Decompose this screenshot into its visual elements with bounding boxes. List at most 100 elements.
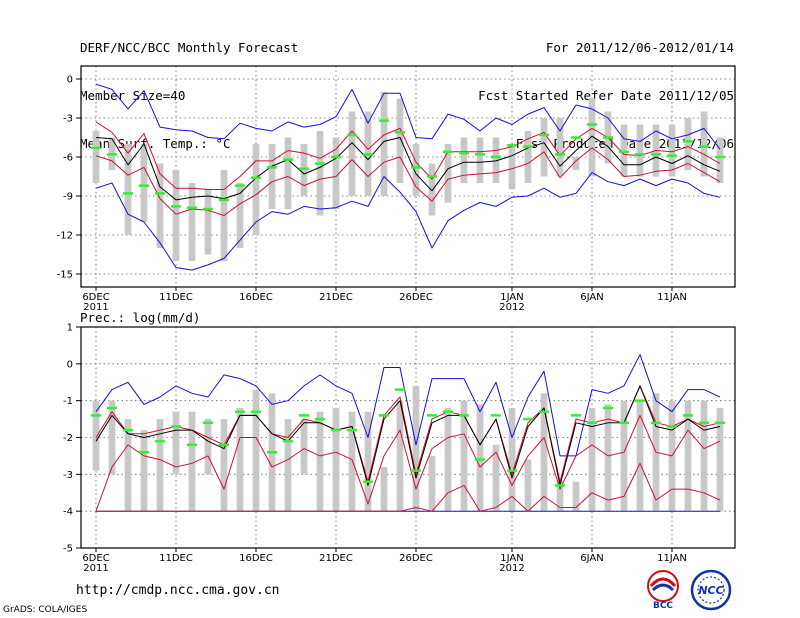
bcc-logo: BCC — [647, 570, 679, 611]
y-tick-label: 1 — [67, 323, 73, 334]
x-tick-label: 26DEC — [399, 292, 433, 303]
x-tick-label: 26DEC — [399, 553, 433, 564]
ncc-logo: NCC — [690, 569, 732, 611]
ensemble-mean-line — [95, 385, 721, 486]
ncc-logo-text: NCC — [698, 584, 723, 597]
x-tick-label-year: 2012 — [499, 302, 524, 313]
ensemble-box — [188, 183, 196, 261]
x-tick-label: 6DEC — [82, 292, 109, 303]
ensemble-box — [476, 137, 484, 183]
ensemble-box — [348, 111, 356, 196]
spread-upper-line — [95, 121, 721, 190]
ensemble-box — [220, 419, 228, 512]
ensemble-box — [380, 466, 388, 512]
y-tick-label: -3 — [63, 114, 73, 125]
ensemble-box — [348, 411, 356, 512]
ensemble-box — [444, 408, 452, 512]
ensemble-box — [332, 408, 340, 512]
fcst-started-date: Fcst Started Refer Date 2011/12/05 — [478, 88, 734, 103]
ensemble-box — [492, 137, 500, 183]
grads-credit: GrADS: COLA/IGES — [3, 605, 88, 615]
ensemble-box — [396, 400, 404, 512]
ensemble-box — [716, 408, 724, 512]
x-tick-label: 6JAN — [580, 292, 603, 303]
ensemble-box — [396, 98, 404, 183]
y-tick-label: -12 — [57, 231, 73, 242]
x-tick-label: 11DEC — [159, 292, 193, 303]
ensemble-box — [604, 404, 612, 512]
spread-bottom-line — [96, 462, 721, 512]
x-tick-label: 11JAN — [657, 553, 687, 564]
envelope-upper-line — [95, 83, 721, 150]
y-tick-label: -9 — [63, 192, 73, 203]
ensemble-box — [636, 124, 644, 177]
ensemble-box — [428, 455, 436, 512]
ensemble-box — [204, 189, 212, 255]
forecast-period: For 2011/12/06-2012/01/14 — [545, 40, 734, 55]
x-tick-label-year: 2011 — [83, 302, 108, 313]
y-tick-label: 0 — [67, 75, 73, 86]
ensemble-box — [572, 481, 580, 512]
ensemble-box — [172, 411, 180, 475]
y-tick-label: -6 — [63, 153, 73, 164]
ensemble-box — [300, 144, 308, 196]
y-tick-label: -15 — [57, 270, 73, 281]
x-tick-label-year: 2012 — [499, 563, 524, 574]
ensemble-box — [204, 419, 212, 475]
ensemble-box — [540, 118, 548, 177]
y-tick-label: 0 — [67, 359, 73, 370]
y-tick-label: -3 — [63, 470, 73, 481]
ensemble-box — [364, 411, 372, 512]
ensemble-box — [508, 144, 516, 190]
ensemble-box — [92, 400, 100, 471]
ensemble-box — [236, 408, 244, 512]
ensemble-box — [252, 144, 260, 235]
ensemble-box — [316, 131, 324, 216]
ensemble-box — [716, 137, 724, 183]
spread-lower-line — [95, 147, 721, 216]
x-tick-label: 1JAN — [500, 292, 523, 303]
ensemble-box — [460, 137, 468, 183]
ensemble-box — [332, 137, 340, 209]
y-tick-label: -4 — [63, 507, 73, 518]
ensemble-box — [684, 400, 692, 512]
precip-panel-title: Prec.: log(mm/d) — [80, 310, 200, 325]
ensemble-box — [684, 118, 692, 170]
ensemble-box — [236, 183, 244, 248]
ensemble-box — [156, 163, 164, 248]
ensemble-box — [252, 389, 260, 512]
ensemble-box — [444, 144, 452, 203]
ensemble-box — [492, 444, 500, 512]
ensemble-box — [588, 98, 596, 177]
ensemble-mean-line — [95, 135, 721, 201]
ensemble-box — [156, 419, 164, 512]
ensemble-box — [572, 157, 580, 170]
x-tick-label: 16DEC — [239, 553, 273, 564]
ensemble-box — [124, 144, 132, 235]
ensemble-box — [268, 144, 276, 209]
ensemble-box — [556, 118, 564, 177]
ensemble-box — [476, 404, 484, 512]
plot-frame — [80, 326, 736, 549]
ensemble-box — [380, 92, 388, 196]
chart-title: DERF/NCC/BCC Monthly Forecast — [80, 40, 299, 55]
ensemble-box — [620, 400, 628, 512]
ensemble-box — [92, 131, 100, 183]
ensemble-box — [124, 419, 132, 512]
ensemble-box — [284, 419, 292, 512]
ensemble-box — [300, 419, 308, 475]
y-tick-label: -5 — [63, 544, 73, 555]
envelope-upper-line — [95, 354, 721, 457]
ensemble-box — [700, 400, 708, 512]
x-tick-label: 11JAN — [657, 292, 687, 303]
ensemble-box — [412, 144, 420, 196]
ensemble-box — [540, 393, 548, 512]
ensemble-box — [172, 170, 180, 261]
ensemble-box — [140, 430, 148, 512]
source-url[interactable]: http://cmdp.ncc.cma.gov.cn — [76, 583, 280, 598]
x-tick-label: 1JAN — [500, 553, 523, 564]
ensemble-box — [188, 411, 196, 512]
